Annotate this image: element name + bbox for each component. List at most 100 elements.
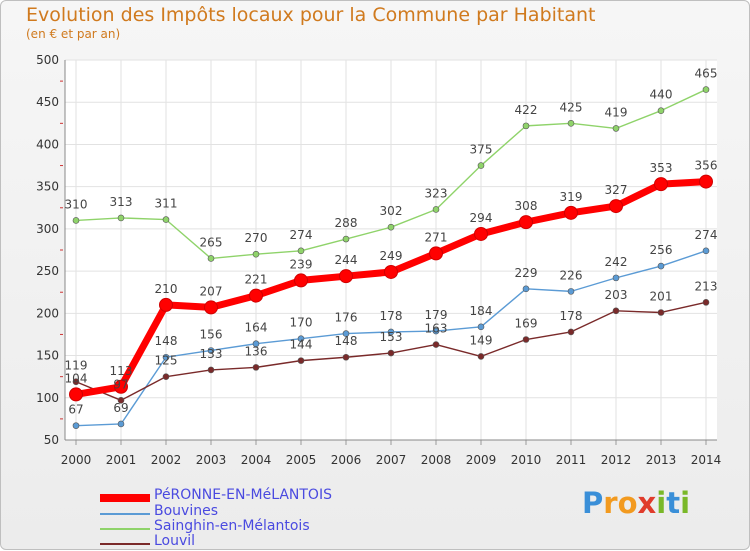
data-label: 203	[605, 288, 628, 302]
data-point	[609, 199, 623, 214]
data-point	[342, 330, 350, 337]
data-label: 310	[65, 197, 88, 211]
data-label: 125	[155, 354, 178, 368]
data-point	[522, 285, 530, 293]
data-label: 229	[515, 266, 538, 280]
data-label: 113	[110, 364, 133, 378]
data-label: 265	[200, 235, 223, 249]
y-tick-label: 450	[36, 95, 59, 109]
data-point	[159, 297, 173, 312]
x-tick-label: 2010	[511, 453, 542, 467]
data-point	[432, 327, 440, 335]
data-label: 201	[650, 289, 673, 303]
logo-letter: t	[666, 486, 681, 520]
data-point	[387, 349, 395, 357]
legend-swatch	[100, 528, 150, 530]
data-point	[432, 206, 440, 213]
data-label: 226	[560, 268, 583, 282]
data-label: 133	[200, 347, 223, 361]
data-point	[117, 420, 125, 428]
data-label: 67	[68, 403, 83, 417]
data-point	[297, 335, 305, 342]
legend-label: Bouvines	[154, 503, 218, 519]
data-label: 311	[155, 197, 178, 211]
data-label: 440	[650, 88, 673, 102]
data-point	[522, 336, 530, 343]
data-point	[477, 323, 485, 331]
data-point	[612, 307, 620, 315]
proxiti-logo: Proxiti	[582, 486, 690, 520]
data-point	[702, 247, 710, 255]
logo-letter: r	[603, 486, 618, 520]
data-label: 97	[113, 377, 128, 391]
logo-letter: i	[680, 486, 691, 520]
data-label: 148	[155, 334, 178, 348]
legend-label: Sainghin-en-Mélantois	[154, 518, 310, 534]
data-point	[297, 357, 305, 364]
data-label: 256	[650, 243, 673, 257]
data-point	[567, 120, 575, 127]
data-label: 156	[200, 327, 223, 341]
data-point	[207, 366, 215, 374]
data-label: 153	[380, 330, 403, 344]
data-point	[294, 273, 308, 288]
x-tick-label: 2011	[556, 453, 587, 467]
data-label: 163	[425, 322, 448, 336]
y-tick-label: 500	[36, 53, 59, 67]
data-label: 239	[290, 257, 313, 271]
data-label: 170	[290, 316, 313, 330]
data-point	[162, 353, 170, 361]
data-point	[114, 379, 128, 394]
data-point	[69, 387, 83, 402]
data-label: 353	[650, 161, 673, 175]
data-point	[117, 214, 125, 222]
data-point	[342, 353, 350, 361]
y-tick-label: 100	[36, 391, 59, 405]
data-label: 274	[290, 228, 313, 242]
x-tick-label: 2013	[646, 453, 677, 467]
data-label: 213	[695, 279, 718, 293]
data-point	[699, 174, 713, 189]
data-point	[252, 364, 260, 371]
data-label: 149	[470, 333, 493, 347]
data-label: 465	[695, 67, 718, 81]
data-label: 210	[155, 282, 178, 296]
data-point	[612, 274, 620, 282]
data-point	[204, 300, 218, 315]
data-point	[387, 223, 395, 231]
data-label: 288	[335, 216, 358, 230]
legend-label: PéRONNE-EN-MéLANTOIS	[154, 487, 332, 503]
data-point	[162, 216, 170, 223]
data-label: 148	[335, 334, 358, 348]
data-label: 274	[695, 228, 718, 242]
data-point	[339, 269, 353, 284]
data-point	[657, 107, 665, 114]
data-label: 425	[560, 100, 583, 114]
data-label: 164	[245, 321, 268, 335]
data-point	[477, 353, 485, 360]
x-tick-label: 2003	[196, 453, 227, 467]
data-point	[612, 125, 620, 132]
y-tick-label: 50	[44, 433, 59, 447]
y-tick-label: 200	[36, 306, 59, 320]
data-label: 184	[470, 304, 493, 318]
data-label: 302	[380, 204, 403, 218]
data-point	[657, 309, 665, 316]
y-tick-label: 150	[36, 349, 59, 363]
x-tick-label: 2006	[331, 453, 362, 467]
data-point	[249, 288, 263, 303]
legend-label: Louvil	[154, 533, 196, 549]
y-tick-label: 250	[36, 264, 59, 278]
logo-letter: o	[617, 486, 638, 520]
data-label: 69	[113, 401, 128, 415]
data-label: 308	[515, 199, 538, 213]
data-label: 207	[200, 284, 223, 298]
data-point	[519, 215, 533, 230]
data-point	[342, 235, 350, 243]
data-point	[474, 226, 488, 241]
data-label: 313	[110, 195, 133, 209]
data-point	[72, 378, 80, 386]
data-point	[252, 250, 260, 258]
x-tick-label: 2009	[466, 453, 497, 467]
data-label: 271	[425, 230, 448, 244]
